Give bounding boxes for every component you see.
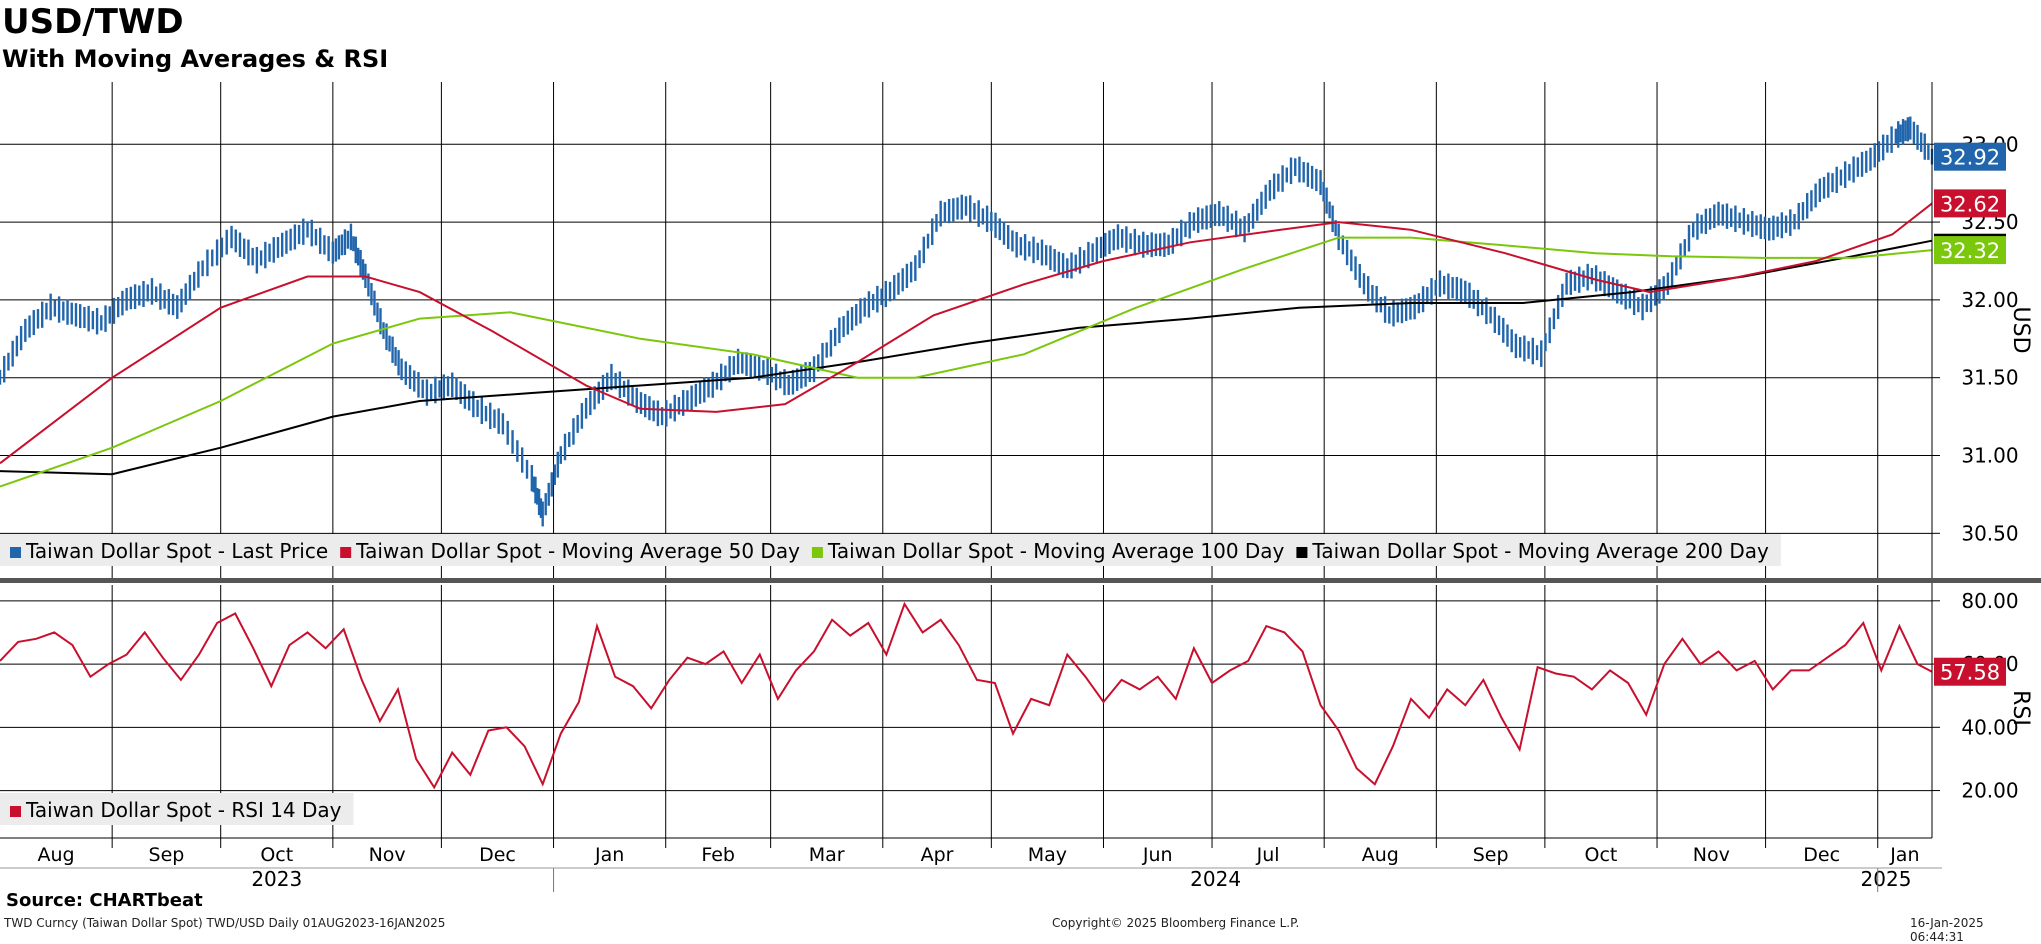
panel-divider [0, 578, 2041, 583]
x-month-label: Feb [701, 844, 735, 866]
x-month-label: Nov [1693, 844, 1730, 866]
ma100-tag-label: 32.32 [1940, 239, 2000, 263]
price-legend-entry: Taiwan Dollar Spot - Moving Average 100 … [827, 539, 1285, 563]
price-legend-swatch [1296, 547, 1308, 558]
price-legend-background [0, 534, 1781, 566]
rsi-tag-label: 57.58 [1940, 661, 2000, 685]
x-month-label: Aug [38, 844, 75, 866]
price-y-tick-label: 30.50 [1961, 521, 2018, 545]
ma50-tag-label: 32.62 [1940, 192, 2000, 216]
x-month-label: Oct [1585, 844, 1618, 866]
price-y-tick-label: 31.50 [1961, 366, 2018, 390]
x-month-label: Nov [369, 844, 406, 866]
x-year-label: 2023 [251, 867, 302, 891]
x-year-label: 2025 [1861, 867, 1912, 891]
x-month-label: Jan [1889, 844, 1919, 866]
legend-layer: Taiwan Dollar Spot - Last Price Taiwan Do… [0, 534, 1781, 825]
x-month-label: Jul [1256, 844, 1280, 866]
ma100-line [0, 236, 1933, 488]
ma50-line [0, 202, 1933, 465]
axis-layer: Aug Sep Oct Nov Dec Jan Feb Mar Apr May Jun Jul Aug S… [0, 82, 2041, 892]
ticker-info: TWD Curncy (Taiwan Dollar Spot) TWD/USD … [4, 916, 446, 930]
timestamp: 16-Jan-2025 06:44:31 [1910, 916, 1984, 944]
tag-layer: 32.92 32.62 32.32 57.58 [1934, 142, 2006, 686]
x-month-label: Dec [479, 844, 516, 866]
rsi-legend-swatch [10, 806, 21, 817]
price-legend-entry: Taiwan Dollar Spot - Last Price [25, 539, 328, 563]
rsi-line [0, 601, 1933, 790]
x-month-label: Sep [1473, 844, 1509, 866]
price-legend-swatch [811, 547, 823, 558]
ma50-tag-box [1934, 189, 2006, 218]
price-legend-swatch [10, 547, 21, 558]
price-legend-entry: Taiwan Dollar Spot - Moving Average 200 … [1311, 539, 1769, 563]
rsi-y-tick-label: 40.00 [1961, 715, 2018, 739]
x-month-label: Jun [1142, 844, 1173, 866]
price-axis-title: USD [2008, 306, 2033, 353]
x-month-label: Oct [260, 844, 293, 866]
source-note: Source: CHARTbeat [6, 890, 203, 911]
x-year-label: 2024 [1190, 867, 1241, 891]
ma200-line [0, 239, 1933, 476]
series-layer [0, 116, 1934, 790]
last-price-tag-box [1934, 142, 2006, 171]
x-month-label: Apr [921, 844, 954, 866]
chart-subtitle: With Moving Averages & RSI [2, 45, 389, 73]
ma100-tag-box [1934, 236, 2006, 265]
rsi-axis-title: RSI [2008, 690, 2033, 726]
x-month-label: Sep [149, 844, 185, 866]
x-month-label: Dec [1803, 844, 1840, 866]
last-price-tag-label: 32.92 [1940, 146, 2000, 170]
price-y-tick-label: 31.00 [1961, 444, 2018, 468]
rsi-y-tick-label: 80.00 [1961, 589, 2018, 613]
price-legend-swatch [340, 547, 352, 558]
x-month-label: May [1028, 844, 1067, 866]
price-legend-entry: Taiwan Dollar Spot - Moving Average 50 D… [355, 539, 800, 563]
grid-layer [0, 82, 1932, 838]
x-month-label: Jan [594, 844, 624, 866]
rsi-tag-box [1934, 657, 2006, 686]
rsi-y-tick-label: 20.00 [1961, 779, 2018, 803]
rsi-legend-entry: Taiwan Dollar Spot - RSI 14 Day [25, 798, 342, 822]
copyright-note: Copyright© 2025 Bloomberg Finance L.P. [1052, 916, 1300, 930]
rsi-legend-background [0, 793, 354, 825]
chart-title: USD/TWD [2, 2, 184, 42]
x-month-label: Mar [809, 844, 845, 866]
price-y-tick-label: 32.00 [1961, 288, 2018, 312]
x-month-label: Aug [1362, 844, 1399, 866]
